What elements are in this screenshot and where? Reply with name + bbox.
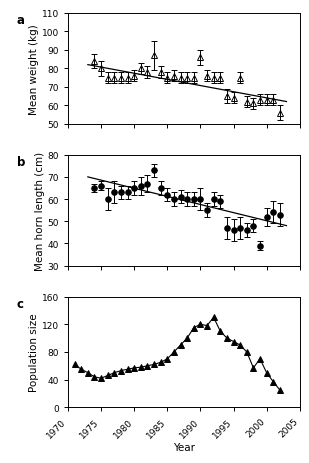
X-axis label: Year: Year [173,442,195,452]
Text: b: b [17,156,25,169]
Text: a: a [17,14,25,27]
Y-axis label: Population size: Population size [29,313,39,391]
Y-axis label: Mean weight (kg): Mean weight (kg) [29,24,39,114]
Y-axis label: Mean horn length (cm): Mean horn length (cm) [35,151,45,270]
Text: c: c [17,297,24,310]
